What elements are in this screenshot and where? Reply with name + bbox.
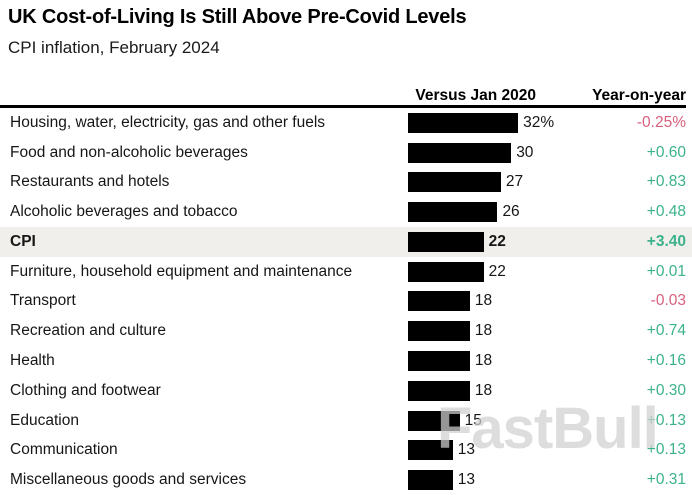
row-yoy-value: +0.48	[646, 203, 686, 221]
row-bar-value: 30	[516, 143, 534, 161]
row-bar	[408, 202, 498, 223]
page-subtitle: CPI inflation, February 2024	[8, 38, 220, 57]
row-bar-value: 18	[474, 352, 493, 369]
row-category-label: Housing, water, electricity, gas and oth…	[10, 113, 326, 131]
row-bar	[408, 231, 484, 252]
page-title: UK Cost-of-Living Is Still Above Pre-Cov…	[8, 6, 467, 28]
header-divider-rule	[0, 105, 686, 108]
table-row: Communication 13 +0.13	[0, 435, 692, 465]
row-bar-value: 18	[474, 381, 493, 399]
row-yoy-value: +0.74	[646, 322, 686, 340]
row-bar	[408, 440, 453, 461]
table-row: Restaurants and hotels 27 +0.83	[0, 168, 692, 198]
row-bar-value: 18	[474, 322, 493, 340]
row-bar-value: 27	[505, 173, 524, 191]
row-bar	[408, 470, 453, 491]
row-yoy-value: +0.83	[646, 173, 686, 191]
row-category-label: Miscellaneous goods and services	[10, 471, 247, 489]
row-category-label: Recreation and culture	[10, 322, 166, 340]
row-bar-value: 18	[474, 292, 493, 310]
row-bar-value: 15	[464, 411, 482, 429]
row-bar	[408, 321, 470, 342]
row-category-label: Transport	[10, 292, 76, 310]
row-yoy-value: +0.16	[646, 352, 686, 369]
table-row: Housing, water, electricity, gas and oth…	[0, 108, 692, 138]
table-row: CPI 22 +3.40	[0, 227, 692, 257]
row-bar	[408, 112, 519, 133]
row-bar-value: 22	[488, 262, 506, 280]
table-row: Transport 18 -0.03	[0, 287, 692, 317]
table-row: Education 15 +0.13	[0, 406, 692, 436]
row-bar	[408, 380, 470, 401]
row-category-label: Furniture, household equipment and maint…	[10, 262, 353, 280]
table-row: Alcoholic beverages and tobacco 26 +0.48	[0, 197, 692, 227]
row-yoy-value: +0.13	[646, 441, 686, 459]
row-bar-value: 13	[457, 471, 475, 489]
chart-rows: Housing, water, electricity, gas and oth…	[0, 108, 692, 495]
table-row: Miscellaneous goods and services 13 +0.3…	[0, 465, 692, 495]
row-yoy-value: +0.01	[646, 262, 686, 280]
row-category-label: Alcoholic beverages and tobacco	[10, 203, 238, 221]
row-category-label: Clothing and footwear	[10, 381, 161, 399]
row-bar	[408, 351, 470, 371]
column-header-versus-jan-2020: Versus Jan 2020	[415, 87, 536, 104]
row-bar-value: 13	[457, 441, 475, 459]
row-bar	[408, 142, 512, 163]
row-yoy-value: +0.30	[646, 381, 686, 399]
row-yoy-value: -0.03	[650, 292, 686, 310]
row-category-label: Communication	[10, 441, 118, 459]
row-yoy-value: +0.31	[646, 471, 686, 489]
table-row: Food and non-alcoholic beverages 30 +0.6…	[0, 138, 692, 168]
row-category-label: CPI	[10, 232, 36, 250]
row-yoy-value: -0.25%	[636, 113, 686, 131]
column-header-year-on-year: Year-on-year	[592, 87, 686, 104]
row-yoy-value: +0.60	[646, 143, 686, 161]
table-row: Recreation and culture 18 +0.74	[0, 316, 692, 346]
row-bar-value: 32%	[523, 113, 555, 131]
row-bar-value: 22	[488, 232, 506, 250]
row-bar-value: 26	[502, 203, 520, 221]
row-category-label: Food and non-alcoholic beverages	[10, 143, 248, 161]
row-bar	[408, 291, 470, 312]
row-bar	[408, 261, 484, 282]
row-bar	[408, 410, 460, 431]
table-row: Clothing and footwear 18 +0.30	[0, 376, 692, 406]
row-category-label: Education	[10, 411, 79, 429]
table-row: Health 18 +0.16	[0, 346, 692, 376]
row-yoy-value: +0.13	[646, 411, 686, 429]
row-category-label: Health	[10, 352, 55, 369]
table-row: Furniture, household equipment and maint…	[0, 257, 692, 287]
row-category-label: Restaurants and hotels	[10, 173, 170, 191]
row-yoy-value: +3.40	[646, 232, 686, 250]
row-bar	[408, 172, 501, 193]
